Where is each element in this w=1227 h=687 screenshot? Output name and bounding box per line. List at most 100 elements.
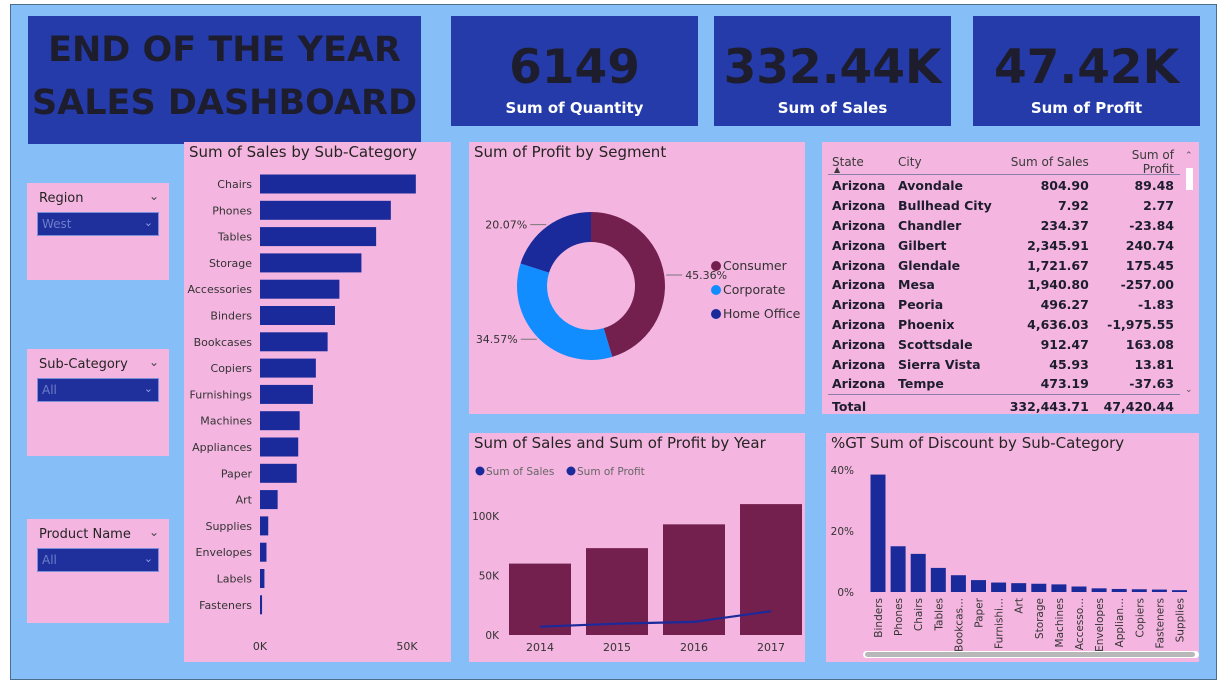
table-cell: -37.63	[1129, 376, 1174, 392]
category-label: Binders	[210, 310, 252, 323]
bar	[740, 504, 802, 635]
table-row[interactable]: Arizona Tempe 473.19 -37.63	[828, 374, 1178, 394]
bar	[1011, 583, 1027, 592]
slicer-dropdown-sub-category[interactable]: All ⌄	[37, 378, 159, 402]
chart-title: %GT Sum of Discount by Sub-Category	[831, 434, 1125, 452]
table-cell: Arizona	[832, 257, 886, 273]
horizontal-scrollbar[interactable]	[863, 651, 1199, 658]
chart-title: Sum of Sales and Sum of Profit by Year	[474, 434, 766, 452]
title-line-1: END OF THE YEAR	[48, 30, 401, 70]
table-row[interactable]: Arizona Chandler 234.37 -23.84	[828, 216, 1178, 236]
bar	[930, 567, 946, 592]
scroll-up-icon[interactable]: ⌃	[1185, 150, 1193, 160]
column-header[interactable]: State ▲	[832, 155, 864, 174]
table-cell: Arizona	[832, 277, 886, 293]
table-row[interactable]: Arizona Avondale 804.90 89.48	[828, 176, 1178, 196]
scroll-thumb[interactable]	[865, 652, 1195, 657]
table-row[interactable]: Arizona Gilbert 2,345.91 240.74	[828, 235, 1178, 255]
chart-svg: 45.36% 34.57% 20.07% Consumer Corporate Home …	[476, 212, 801, 360]
slicer-title: Sub-Category	[39, 357, 128, 372]
column-header[interactable]: Sum of Sales	[1010, 155, 1089, 169]
data-label: 45.36%	[685, 269, 727, 282]
table-cell: 175.45	[1125, 257, 1174, 273]
scroll-down-icon[interactable]: ⌄	[1185, 384, 1193, 394]
table-total-cell: 332,443.71	[1009, 399, 1089, 415]
x-tick-label: Tables	[933, 598, 945, 632]
chart-sales-profit-by-year[interactable]: Sum of Sales and Sum of Profit by Year S…	[469, 433, 805, 662]
table-row[interactable]: Arizona Glendale 1,721.67 175.45	[828, 255, 1178, 275]
kpi-card-sales[interactable]: 332.44K Sum of Sales	[714, 16, 951, 126]
slicer-dropdown-product-name[interactable]: All ⌄	[37, 548, 159, 572]
table-row[interactable]: Arizona Scottsdale 912.47 163.08	[828, 334, 1178, 354]
chart-discount-by-subcategory[interactable]: %GT Sum of Discount by Sub-Category 0% 20…	[826, 433, 1199, 662]
chart-svg: 0% 20% 40% Binders Phones Chairs Tables Bookcas…	[831, 465, 1187, 652]
x-tick-label: Envelopes	[1094, 598, 1106, 652]
donut-slice	[591, 212, 665, 357]
table-cell: Arizona	[832, 336, 886, 352]
kpi-card-profit[interactable]: 47.42K Sum of Profit	[973, 16, 1200, 126]
bar	[260, 490, 278, 510]
legend-marker	[711, 261, 721, 271]
x-tick-label: Accesso...	[1074, 598, 1086, 650]
table-cell: Arizona	[832, 198, 886, 214]
data-label: 20.07%	[485, 219, 527, 232]
table-cell: Peoria	[898, 297, 944, 313]
table-cell: -1,975.55	[1107, 316, 1174, 332]
bar	[260, 595, 263, 615]
chevron-down-icon[interactable]: ⌄	[148, 189, 159, 203]
kpi-label: Sum of Profit	[1030, 99, 1143, 117]
table-cell: Arizona	[832, 376, 886, 392]
kpi-value: 6149	[509, 40, 640, 95]
x-tick-label: Art	[1014, 598, 1026, 614]
bar	[260, 227, 377, 247]
chart-profit-by-segment[interactable]: Sum of Profit by Segment 45.36% 34.57% 20.…	[469, 142, 805, 414]
table-row[interactable]: Arizona Bullhead City 7.92 2.77	[828, 196, 1178, 216]
dashboard-canvas: END OF THE YEAR SALES DASHBOARD 6149 Sum…	[10, 4, 1217, 680]
x-tick-label: Furnishi...	[994, 598, 1006, 649]
table-row[interactable]: Arizona Mesa 1,940.80 -257.00	[828, 275, 1178, 295]
table-cell: -1.83	[1137, 297, 1174, 313]
column-header[interactable]: Sum of Profit	[1131, 148, 1174, 176]
category-label: Machines	[200, 415, 252, 428]
category-label: Appliances	[192, 441, 252, 454]
kpi-card-quantity[interactable]: 6149 Sum of Quantity	[451, 16, 698, 126]
table-cell: Mesa	[898, 277, 935, 293]
kpi-label: Sum of Quantity	[505, 99, 644, 117]
data-label: 34.57%	[476, 333, 518, 346]
table-cell: Tempe	[898, 376, 944, 392]
column-header[interactable]: City	[898, 155, 922, 169]
data-table: State ▲ City Sum of Sales Sum of Profit A…	[828, 148, 1178, 417]
x-tick-label: Bookcas...	[953, 598, 965, 652]
scroll-thumb[interactable]	[1186, 168, 1193, 190]
x-tick-label: Supplies	[1175, 598, 1187, 642]
chevron-down-icon[interactable]: ⌄	[148, 355, 159, 369]
legend-marker	[711, 285, 721, 295]
chart-sales-by-subcategory[interactable]: Sum of Sales by Sub-Category Chairs Phone…	[184, 142, 451, 662]
table-cell: Arizona	[832, 237, 886, 253]
city-table[interactable]: State ▲ City Sum of Sales Sum of Profit A…	[822, 142, 1199, 414]
table-row[interactable]: Arizona Sierra Vista 45.93 13.81	[828, 354, 1178, 374]
table-cell: 89.48	[1134, 178, 1174, 194]
y-tick-label: 20%	[831, 526, 854, 538]
x-tick-label: Paper	[974, 597, 986, 627]
legend-marker	[475, 466, 485, 476]
title-line-2: SALES DASHBOARD	[31, 83, 418, 123]
table-cell: 2.77	[1143, 198, 1174, 214]
legend-marker	[711, 309, 721, 319]
bar	[260, 332, 328, 352]
bar	[260, 516, 269, 536]
table-row[interactable]: Arizona Peoria 496.27 -1.83	[828, 295, 1178, 315]
x-tick-label: 0K	[253, 640, 268, 653]
bar	[991, 582, 1007, 592]
legend-label: Consumer	[723, 258, 788, 273]
table-row[interactable]: Arizona Phoenix 4,636.03 -1,975.55	[828, 315, 1178, 335]
table-total-row: Total 332,443.71 47,420.44	[828, 394, 1178, 417]
table-cell: Chandler	[898, 217, 962, 233]
x-tick-label: Fasteners	[1154, 598, 1166, 648]
category-label: Fasteners	[199, 599, 252, 612]
bar	[586, 548, 648, 635]
table-cell: 13.81	[1134, 356, 1174, 372]
slicer-dropdown-region[interactable]: West ⌄	[37, 212, 159, 236]
chevron-down-icon[interactable]: ⌄	[148, 525, 159, 539]
table-scrollbar[interactable]: ⌃ ⌄	[1185, 150, 1194, 396]
